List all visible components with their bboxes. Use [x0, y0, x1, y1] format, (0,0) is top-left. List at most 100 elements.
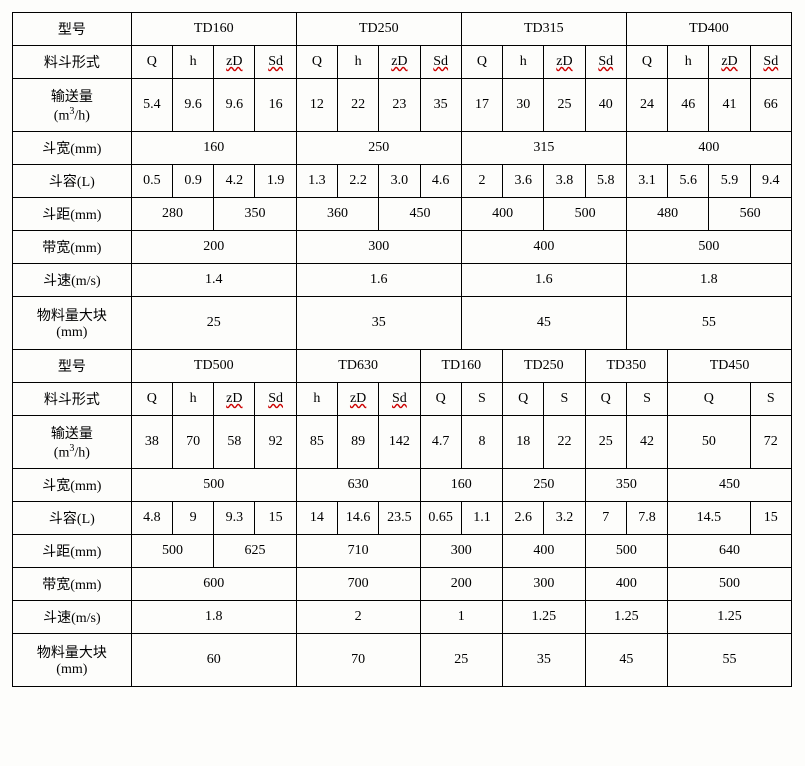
form-cell: Sd — [255, 46, 296, 79]
form-cell: zD — [709, 46, 750, 79]
value-cell: 70 — [172, 416, 213, 469]
form-cell: h — [296, 383, 337, 416]
value-cell: 500 — [585, 535, 668, 568]
value-cell: 4.6 — [420, 165, 461, 198]
value-cell: 1.6 — [461, 264, 626, 297]
value-cell: 25 — [131, 297, 296, 350]
value-cell: 5.4 — [131, 79, 172, 132]
value-cell: 250 — [296, 132, 461, 165]
value-cell: 38 — [131, 416, 172, 469]
value-cell: 160 — [131, 132, 296, 165]
table-row: 输送量(m3/h) 5.4 9.6 9.6 16 12 22 23 35 17 … — [13, 79, 792, 132]
model-cell: TD160 — [131, 13, 296, 46]
value-cell: 2.6 — [503, 502, 544, 535]
value-cell: 480 — [626, 198, 709, 231]
value-cell: 35 — [503, 634, 586, 687]
form-cell: Q — [296, 46, 337, 79]
value-cell: 23.5 — [379, 502, 420, 535]
value-cell: 58 — [214, 416, 255, 469]
value-cell: 600 — [131, 568, 296, 601]
label-bucket-volume: 斗容(L) — [13, 502, 132, 535]
label-bucket-width: 斗宽(mm) — [13, 469, 132, 502]
table-row: 料斗形式 Q h zD Sd h zD Sd Q S Q S Q S Q S — [13, 383, 792, 416]
value-cell: 24 — [626, 79, 667, 132]
form-cell: S — [750, 383, 791, 416]
form-cell: S — [626, 383, 667, 416]
table-row: 斗距(mm) 500 625 710 300 400 500 640 — [13, 535, 792, 568]
value-cell: 1.1 — [461, 502, 502, 535]
value-cell: 3.8 — [544, 165, 585, 198]
value-cell: 200 — [420, 568, 503, 601]
model-cell: TD250 — [503, 350, 586, 383]
form-cell: h — [172, 46, 213, 79]
form-cell: Q — [585, 383, 626, 416]
value-cell: 0.5 — [131, 165, 172, 198]
value-cell: 8 — [461, 416, 502, 469]
form-cell: h — [668, 46, 709, 79]
value-cell: 89 — [338, 416, 379, 469]
form-cell: Sd — [379, 383, 420, 416]
label-bucket-width: 斗宽(mm) — [13, 132, 132, 165]
value-cell: 4.7 — [420, 416, 461, 469]
value-cell: 60 — [131, 634, 296, 687]
table-row: 斗速(m/s) 1.8 2 1 1.25 1.25 1.25 — [13, 601, 792, 634]
value-cell: 160 — [420, 469, 503, 502]
form-cell: zD — [214, 383, 255, 416]
value-cell: 22 — [338, 79, 379, 132]
value-cell: 55 — [626, 297, 791, 350]
value-cell: 15 — [750, 502, 791, 535]
label-bucket-form: 料斗形式 — [13, 383, 132, 416]
value-cell: 1.25 — [503, 601, 586, 634]
value-cell: 45 — [585, 634, 668, 687]
model-cell: TD315 — [461, 13, 626, 46]
value-cell: 35 — [296, 297, 461, 350]
value-cell: 1.25 — [585, 601, 668, 634]
table-row: 斗宽(mm) 500 630 160 250 350 450 — [13, 469, 792, 502]
value-cell: 92 — [255, 416, 296, 469]
label-belt-width: 带宽(mm) — [13, 568, 132, 601]
value-cell: 450 — [668, 469, 792, 502]
form-cell: Q — [626, 46, 667, 79]
label-bucket-form: 料斗形式 — [13, 46, 132, 79]
value-cell: 142 — [379, 416, 420, 469]
value-cell: 400 — [503, 535, 586, 568]
value-cell: 500 — [131, 469, 296, 502]
model-cell: TD160 — [420, 350, 503, 383]
form-cell: zD — [544, 46, 585, 79]
value-cell: 66 — [750, 79, 791, 132]
value-cell: 500 — [131, 535, 214, 568]
value-cell: 400 — [585, 568, 668, 601]
value-cell: 300 — [503, 568, 586, 601]
value-cell: 41 — [709, 79, 750, 132]
value-cell: 9.4 — [750, 165, 791, 198]
value-cell: 15 — [255, 502, 296, 535]
form-cell: zD — [379, 46, 420, 79]
value-cell: 400 — [461, 231, 626, 264]
value-cell: 5.8 — [585, 165, 626, 198]
label-max-lump: 物料量大块(mm) — [13, 634, 132, 687]
model-cell: TD500 — [131, 350, 296, 383]
form-cell: Sd — [255, 383, 296, 416]
form-cell: h — [503, 46, 544, 79]
table-row: 带宽(mm) 200 300 400 500 — [13, 231, 792, 264]
value-cell: 12 — [296, 79, 337, 132]
value-cell: 1.8 — [131, 601, 296, 634]
value-cell: 5.6 — [668, 165, 709, 198]
value-cell: 9.3 — [214, 502, 255, 535]
form-cell: zD — [338, 383, 379, 416]
value-cell: 450 — [379, 198, 462, 231]
value-cell: 16 — [255, 79, 296, 132]
form-cell: Sd — [750, 46, 791, 79]
table-row: 型号 TD500 TD630 TD160 TD250 TD350 TD450 — [13, 350, 792, 383]
value-cell: 55 — [668, 634, 792, 687]
label-capacity: 输送量(m3/h) — [13, 79, 132, 132]
form-cell: h — [338, 46, 379, 79]
value-cell: 640 — [668, 535, 792, 568]
value-cell: 1.4 — [131, 264, 296, 297]
value-cell: 1.9 — [255, 165, 296, 198]
value-cell: 280 — [131, 198, 214, 231]
label-bucket-speed: 斗速(m/s) — [13, 601, 132, 634]
value-cell: 1.3 — [296, 165, 337, 198]
value-cell: 1 — [420, 601, 503, 634]
value-cell: 85 — [296, 416, 337, 469]
